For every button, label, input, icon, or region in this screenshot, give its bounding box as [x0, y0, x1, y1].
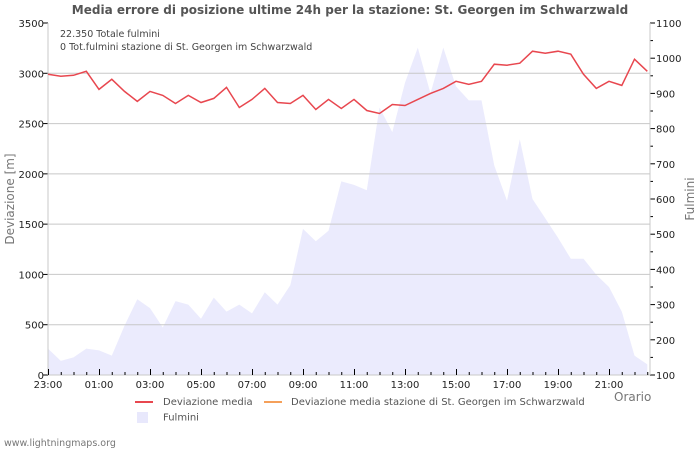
x-tick-label: 03:00 — [136, 380, 165, 391]
right-tick-label: 600 — [656, 195, 675, 206]
x-tick-label: 23:00 — [34, 380, 63, 391]
x-tick-label: 07:00 — [238, 380, 267, 391]
x-tick-label: 05:00 — [187, 380, 216, 391]
right-tick-label: 200 — [656, 336, 675, 347]
legend-label: Deviazione media stazione di St. Georgen… — [291, 397, 585, 408]
total-strikes-text: 22.350 Totale fulmini — [60, 29, 160, 40]
right-tick-label: 1100 — [656, 19, 681, 30]
right-tick-label: 1000 — [656, 54, 681, 65]
strikes-area — [48, 47, 648, 375]
station-strikes-text: 0 Tot.fulmini stazione di St. Georgen im… — [60, 42, 313, 53]
x-tick-label: 21:00 — [595, 380, 624, 391]
left-tick-label: 1500 — [19, 220, 44, 231]
legend-item-station-deviation: Deviazione media stazione di St. Georgen… — [264, 397, 585, 408]
legend-line-orange-icon — [264, 401, 282, 403]
chart-title: Media errore di posizione ultime 24h per… — [71, 3, 629, 17]
left-axis-title: Deviazione [m] — [3, 153, 17, 244]
right-tick-label: 500 — [656, 230, 675, 241]
right-tick-label: 400 — [656, 265, 675, 276]
left-tick-label: 3500 — [19, 19, 44, 30]
legend-item-strikes: Fulmini — [137, 412, 199, 424]
right-tick-label: 900 — [656, 89, 675, 100]
left-tick-label: 2000 — [19, 170, 44, 181]
right-tick-label: 700 — [656, 160, 675, 171]
x-tick-label: 13:00 — [391, 380, 420, 391]
x-tick-label: 01:00 — [85, 380, 114, 391]
legend-label: Fulmini — [163, 412, 199, 424]
left-tick-label: 0 — [38, 371, 44, 382]
left-tick-label: 3000 — [19, 69, 44, 80]
legend-swatch-area-icon — [137, 412, 148, 423]
left-tick-label: 2500 — [19, 120, 44, 131]
right-axis-title: Fulmini — [683, 177, 697, 220]
x-tick-label: 19:00 — [544, 380, 573, 391]
x-tick-label: 11:00 — [340, 380, 369, 391]
footer-site-link[interactable]: www.lightningmaps.org — [4, 438, 116, 449]
x-tick-label: 17:00 — [493, 380, 522, 391]
x-axis-title: Orario — [614, 390, 652, 404]
x-tick-label: 15:00 — [442, 380, 471, 391]
legend-label: Deviazione media — [163, 397, 253, 408]
left-tick-label: 500 — [25, 321, 44, 332]
left-tick-label: 1000 — [19, 270, 44, 281]
right-tick-label: 300 — [656, 301, 675, 312]
deviation-line — [47, 50, 648, 115]
x-tick-label: 09:00 — [289, 380, 318, 391]
legend-line-red-icon — [135, 401, 153, 403]
right-tick-label: 800 — [656, 125, 675, 136]
right-tick-label: 100 — [656, 371, 675, 382]
legend-item-deviation: Deviazione media — [135, 397, 253, 408]
